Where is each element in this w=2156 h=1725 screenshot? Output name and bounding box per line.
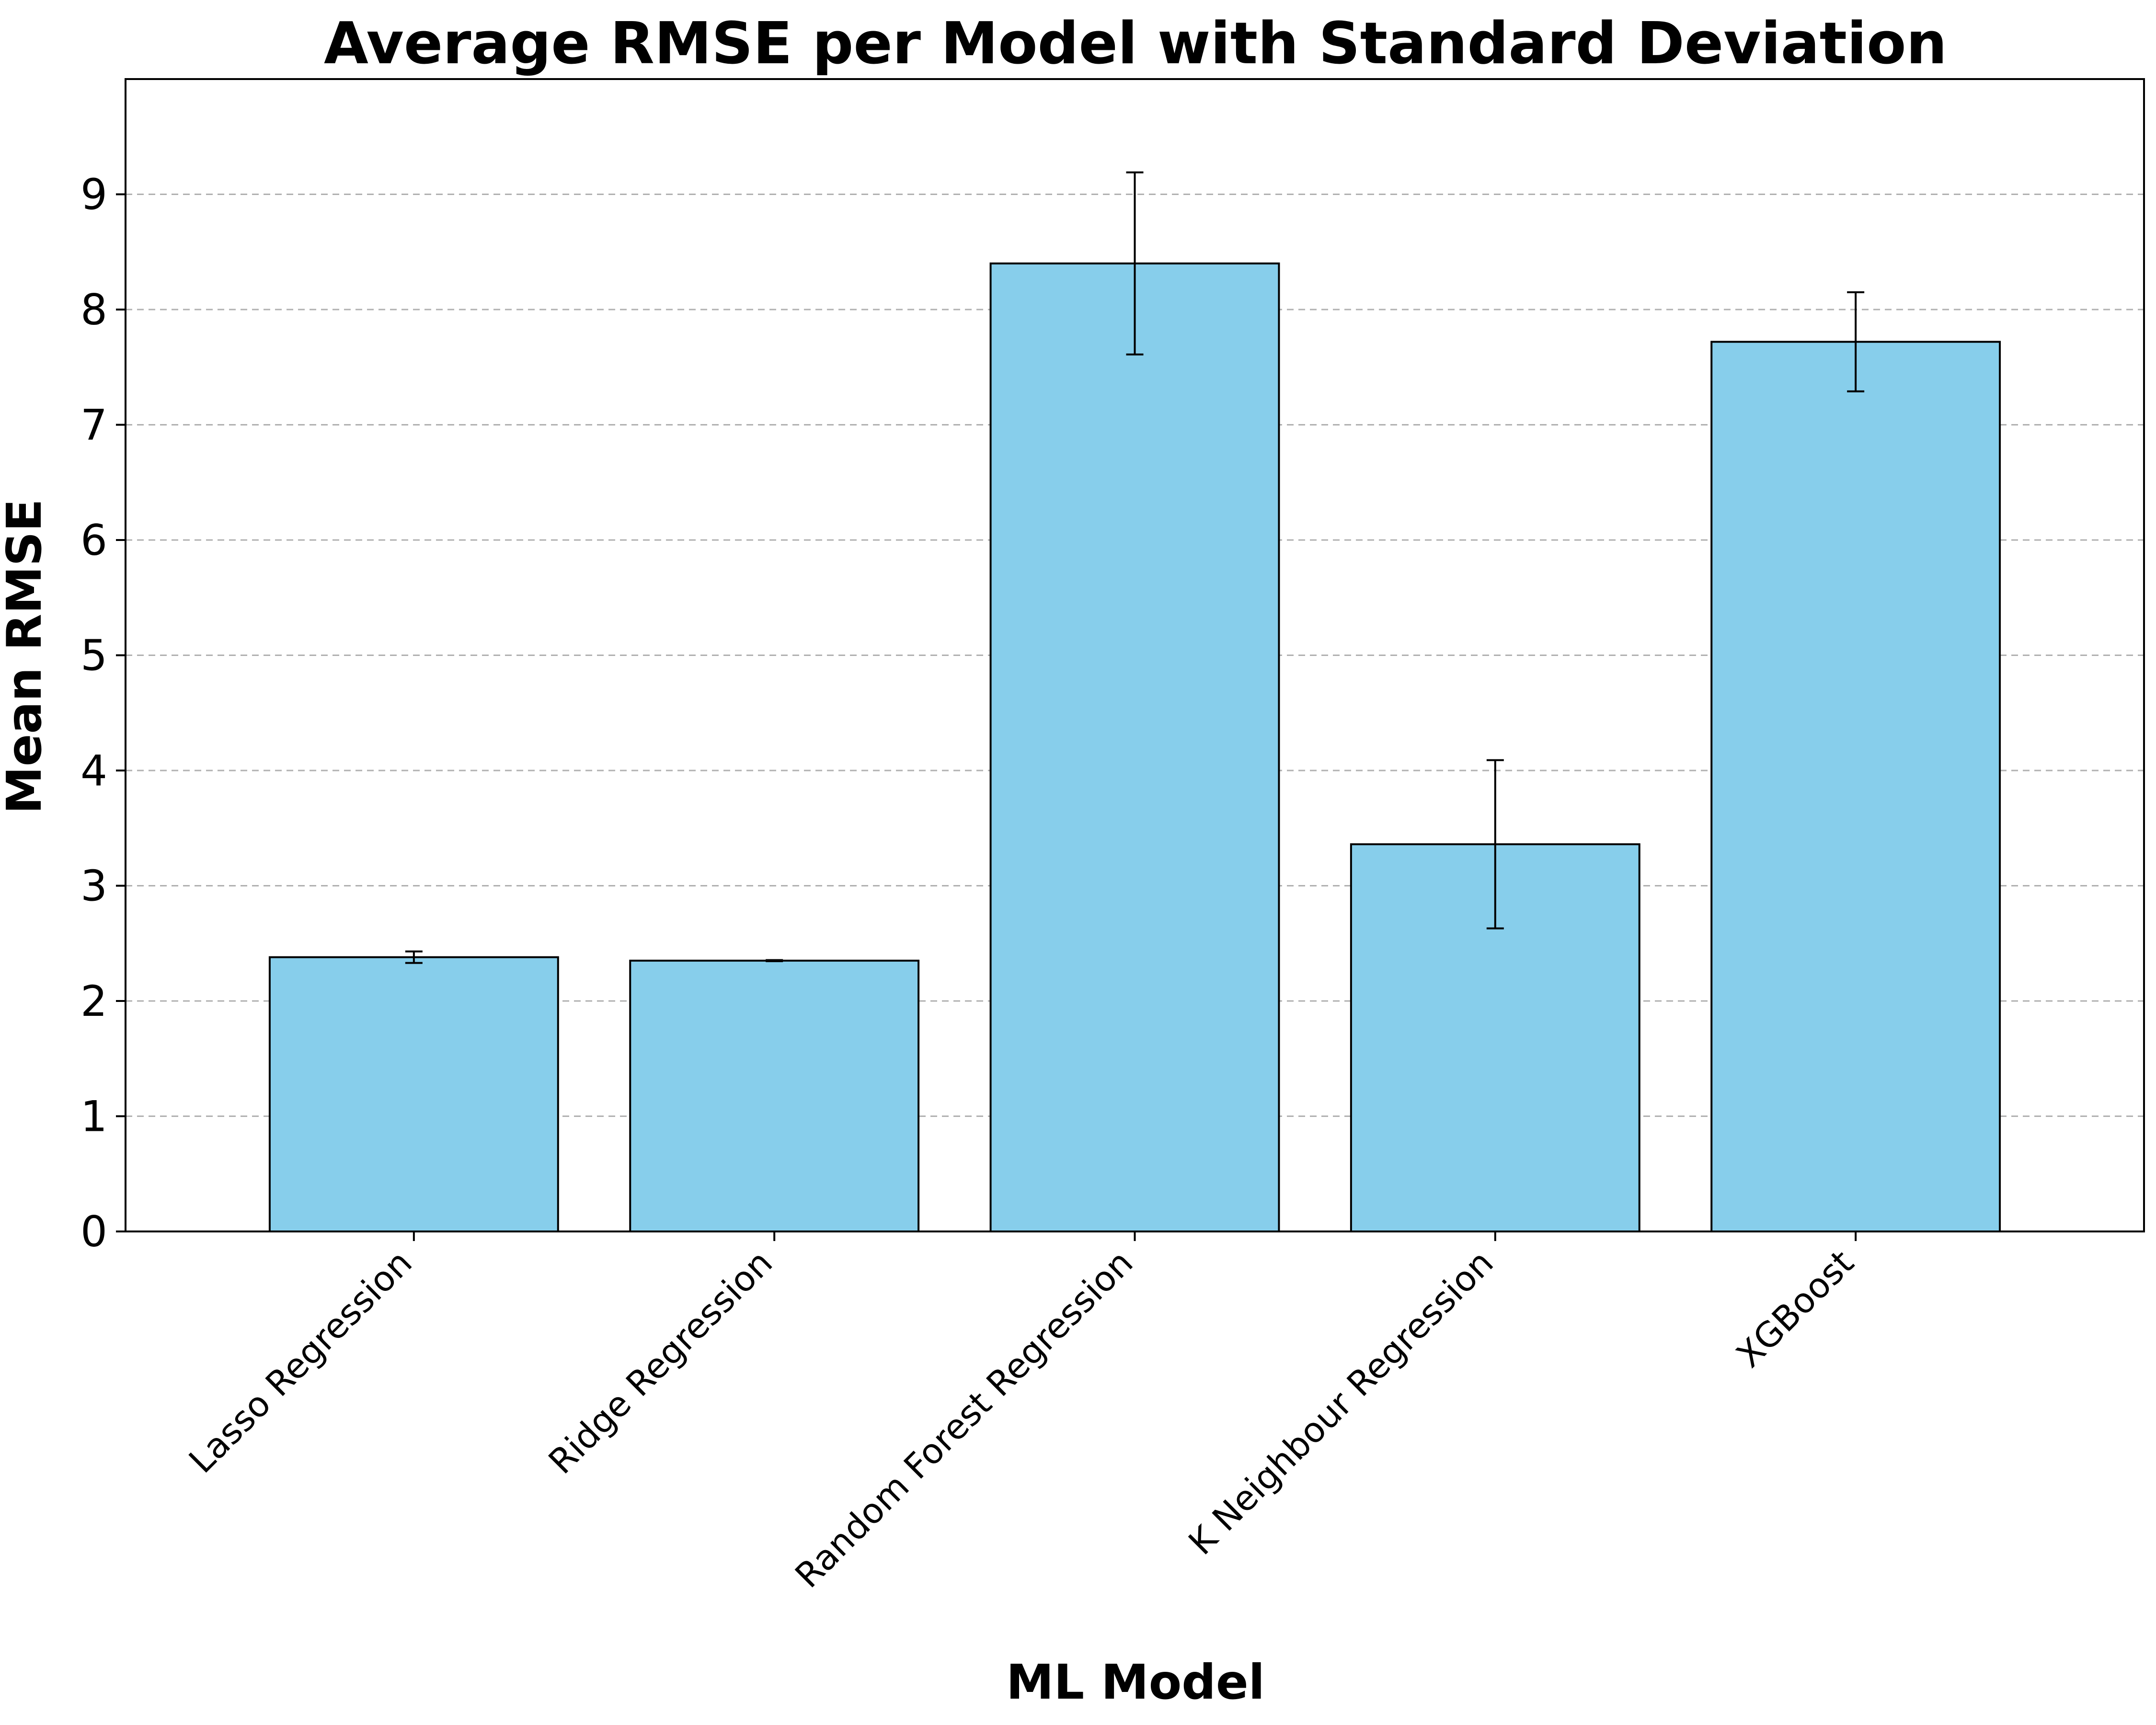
y-tick-label: 4: [80, 746, 107, 795]
x-tick-label: Random Forest Regression: [787, 1242, 1140, 1596]
bar: [629, 959, 920, 1232]
y-tick-label: 9: [80, 170, 107, 219]
x-tick-label: Ridge Regression: [541, 1242, 780, 1482]
y-tick-label: 3: [80, 862, 107, 911]
bar: [989, 262, 1280, 1232]
bar: [268, 956, 559, 1232]
y-tick-label: 1: [80, 1092, 107, 1141]
error-bars: [405, 171, 1865, 964]
bar: [1710, 341, 2001, 1233]
bars: [268, 262, 2001, 1233]
y-axis: 0 1 2 3 4 5 6 7 8 9: [80, 170, 126, 1256]
x-axis-label: ML Model: [1006, 1654, 1265, 1710]
y-tick-label: 7: [80, 401, 107, 450]
x-tick-label: K Neighbour Regression: [1181, 1242, 1501, 1563]
y-axis-label: Mean RMSE: [0, 499, 52, 814]
y-tick-label: 6: [80, 516, 107, 565]
chart-title: Average RMSE per Model with Standard Dev…: [324, 11, 1947, 77]
x-tick-label: Lasso Regression: [181, 1242, 420, 1481]
x-axis: Lasso Regression Ridge Regression Random F…: [181, 1231, 1861, 1596]
y-tick-label: 8: [80, 285, 107, 334]
y-tick-label: 2: [80, 977, 107, 1026]
x-tick-label: XGBoost: [1729, 1242, 1861, 1375]
y-tick-label: 0: [80, 1207, 107, 1256]
y-tick-label: 5: [80, 631, 107, 680]
